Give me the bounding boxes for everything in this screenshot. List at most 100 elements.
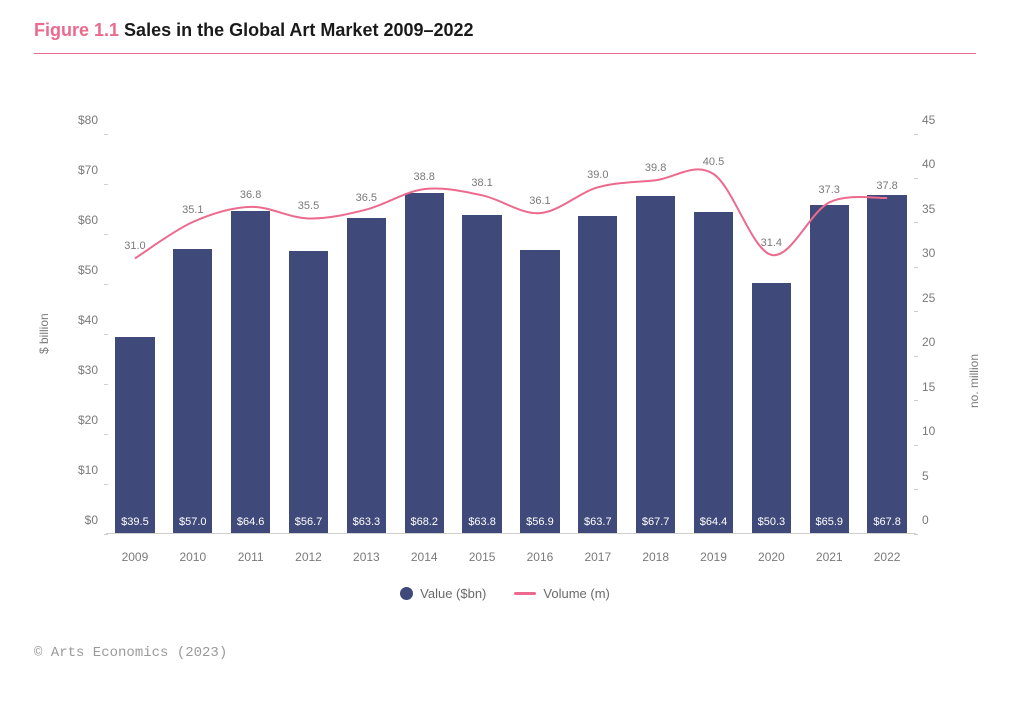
x-tick: 2009: [106, 550, 164, 564]
value-bar: $65.9: [810, 205, 849, 535]
y-left-tick: $30: [64, 363, 98, 377]
value-bar: $64.4: [694, 212, 733, 534]
y-left-tick: $10: [64, 463, 98, 477]
bar-slot: $56.9: [511, 134, 569, 534]
bar-value-label: $56.7: [289, 516, 328, 528]
y-right-tick: 10: [922, 424, 952, 438]
value-bar: $63.7: [578, 216, 617, 535]
y-right-tick: 25: [922, 291, 952, 305]
bar-slot: $57.0: [164, 134, 222, 534]
volume-label: 37.8: [876, 180, 897, 192]
y-right-tick: 35: [922, 202, 952, 216]
x-tick: 2015: [453, 550, 511, 564]
legend-value-label: Value ($bn): [420, 586, 486, 601]
bar-value-label: $39.5: [115, 516, 154, 528]
legend-item-value: Value ($bn): [400, 586, 486, 601]
volume-label: 39.8: [645, 162, 666, 174]
legend-item-volume: Volume (m): [514, 586, 609, 601]
value-bar: $63.3: [347, 218, 386, 535]
y-left-tick: $60: [64, 213, 98, 227]
x-axis: 2009201020112012201320142015201620172018…: [106, 550, 916, 564]
x-tick: 2020: [742, 550, 800, 564]
bar-slot: $50.3: [742, 134, 800, 534]
y-right-tick: 40: [922, 157, 952, 171]
x-tick: 2019: [685, 550, 743, 564]
x-tick: 2022: [858, 550, 916, 564]
value-bar: $56.7: [289, 251, 328, 535]
volume-label: 35.1: [182, 204, 203, 216]
bar-swatch-icon: [400, 587, 413, 600]
y-left-tick: $70: [64, 163, 98, 177]
y-left-tick: $80: [64, 113, 98, 127]
bar-slot: $63.8: [453, 134, 511, 534]
bars-group: $39.5 $57.0 $64.6 $56.7 $63.3 $68.2 $63.8 $56.9…: [106, 134, 916, 534]
y-right-tick: 5: [922, 469, 952, 483]
y-right-tick: 20: [922, 335, 952, 349]
x-axis-line: [106, 533, 916, 534]
bar-value-label: $68.2: [405, 516, 444, 528]
y-axis-right: 051015202530354045: [918, 134, 954, 534]
x-tick: 2016: [511, 550, 569, 564]
x-tick: 2012: [280, 550, 338, 564]
bar-value-label: $64.6: [231, 516, 270, 528]
bar-value-label: $56.9: [520, 516, 559, 528]
volume-label: 39.0: [587, 169, 608, 181]
bar-slot: $68.2: [395, 134, 453, 534]
credit-text: © Arts Economics (2023): [34, 645, 976, 661]
chart-container: $ billion no. million $0$10$20$30$40$50$…: [34, 124, 976, 584]
y-axis-left-label: $ billion: [37, 313, 51, 354]
value-bar: $67.7: [636, 196, 675, 535]
bar-slot: $39.5: [106, 134, 164, 534]
volume-label: 36.5: [356, 192, 377, 204]
x-tick: 2014: [395, 550, 453, 564]
volume-label: 31.0: [124, 240, 145, 252]
value-bar: $64.6: [231, 211, 270, 534]
bar-value-label: $67.8: [867, 516, 906, 528]
value-bar: $68.2: [405, 193, 444, 534]
value-bar: $63.8: [462, 215, 501, 534]
value-bar: $56.9: [520, 250, 559, 535]
bar-value-label: $65.9: [810, 516, 849, 528]
bar-slot: $56.7: [280, 134, 338, 534]
bar-value-label: $63.3: [347, 516, 386, 528]
y-left-tick: $40: [64, 313, 98, 327]
x-tick: 2018: [627, 550, 685, 564]
y-right-tick: 15: [922, 380, 952, 394]
chart-title-text: Sales in the Global Art Market 2009–2022: [124, 20, 474, 40]
bar-value-label: $64.4: [694, 516, 733, 528]
y-left-tick: $20: [64, 413, 98, 427]
x-tick: 2011: [222, 550, 280, 564]
volume-label: 38.8: [413, 171, 434, 183]
bar-value-label: $63.7: [578, 516, 617, 528]
bar-slot: $67.7: [627, 134, 685, 534]
plot-area: $39.5 $57.0 $64.6 $56.7 $63.3 $68.2 $63.8 $56.9…: [106, 134, 916, 534]
value-bar: $39.5: [115, 337, 154, 535]
volume-label: 37.3: [818, 184, 839, 196]
bar-value-label: $67.7: [636, 516, 675, 528]
bar-value-label: $63.8: [462, 516, 501, 528]
legend-volume-label: Volume (m): [543, 586, 609, 601]
value-bar: $57.0: [173, 249, 212, 534]
volume-label: 38.1: [471, 177, 492, 189]
bar-slot: $63.7: [569, 134, 627, 534]
x-tick: 2021: [800, 550, 858, 564]
y-axis-right-label: no. million: [967, 354, 981, 408]
chart-title-row: Figure 1.1 Sales in the Global Art Marke…: [34, 20, 976, 54]
volume-label: 35.5: [298, 200, 319, 212]
figure-number: Figure 1.1: [34, 20, 119, 40]
bar-slot: $67.8: [858, 134, 916, 534]
volume-label: 40.5: [703, 156, 724, 168]
legend: Value ($bn) Volume (m): [34, 586, 976, 601]
line-swatch-icon: [514, 592, 536, 595]
y-right-tick: 0: [922, 513, 952, 527]
volume-label: 31.4: [761, 237, 782, 249]
y-left-tick: $0: [64, 513, 98, 527]
y-axis-left: $0$10$20$30$40$50$60$70$80: [64, 134, 104, 534]
volume-label: 36.8: [240, 189, 261, 201]
y-left-tick: $50: [64, 263, 98, 277]
bar-value-label: $57.0: [173, 516, 212, 528]
volume-label: 36.1: [529, 195, 550, 207]
bar-slot: $64.4: [685, 134, 743, 534]
bar-value-label: $50.3: [752, 516, 791, 528]
x-tick: 2017: [569, 550, 627, 564]
